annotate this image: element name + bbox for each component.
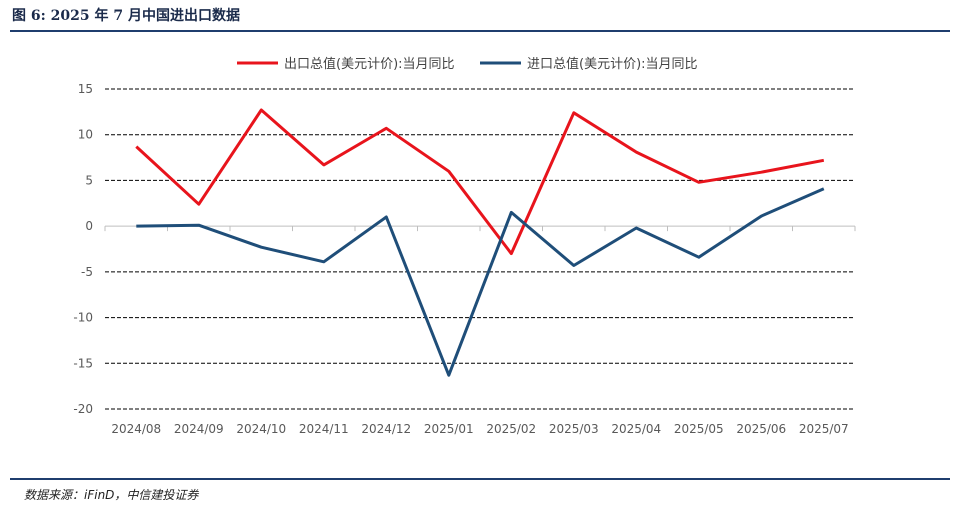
x-tick-label: 2025/06 (736, 422, 786, 436)
top-rule (10, 30, 950, 32)
y-tick-label: -10 (73, 311, 93, 325)
x-tick-label: 2024/12 (361, 422, 411, 436)
source-note: 数据来源：iFinD，中信建投证券 (24, 488, 199, 502)
series-line-1 (135, 108, 825, 256)
y-tick-label: 5 (85, 173, 93, 187)
y-tick-label: -5 (81, 265, 93, 279)
y-tick-label: 0 (85, 219, 93, 233)
figure-title: 图 6: 2025 年 7 月中国进出口数据 (12, 8, 240, 24)
legend-label: 进口总值(美元计价):当月同比 (527, 56, 698, 72)
series-line-2 (136, 187, 825, 377)
y-axis-ticks: 15 10 5 0 -5 -10 -15 -20 (73, 82, 93, 416)
legend-label: 出口总值(美元计价):当月同比 (284, 56, 455, 72)
x-tick-label: 2025/03 (549, 422, 599, 436)
y-tick-label: 10 (78, 128, 93, 142)
x-tick-label: 2025/07 (799, 422, 849, 436)
x-tick-label: 2025/01 (424, 422, 474, 436)
gridlines (105, 88, 855, 410)
x-tick-label: 2024/09 (174, 422, 224, 436)
bottom-rule (10, 478, 950, 480)
y-tick-label: -20 (73, 402, 93, 416)
y-tick-label: -15 (73, 356, 93, 370)
legend: 出口总值(美元计价):当月同比 进口总值(美元计价):当月同比 (237, 56, 698, 72)
x-axis: 2024/08 2024/09 2024/10 2024/11 2024/12 2025/… (104, 225, 856, 436)
x-tick-label: 2024/10 (236, 422, 286, 436)
x-tick-label: 2025/04 (611, 422, 661, 436)
x-tick-label: 2025/02 (486, 422, 536, 436)
series-group (135, 108, 825, 377)
x-tick-label: 2024/11 (299, 422, 349, 436)
x-tick-label: 2024/08 (111, 422, 161, 436)
line-chart: 出口总值(美元计价):当月同比 进口总值(美元计价):当月同比 15 10 5 0 -5 -… (73, 56, 856, 436)
x-tick-label: 2025/05 (674, 422, 724, 436)
y-tick-label: 15 (78, 82, 93, 96)
